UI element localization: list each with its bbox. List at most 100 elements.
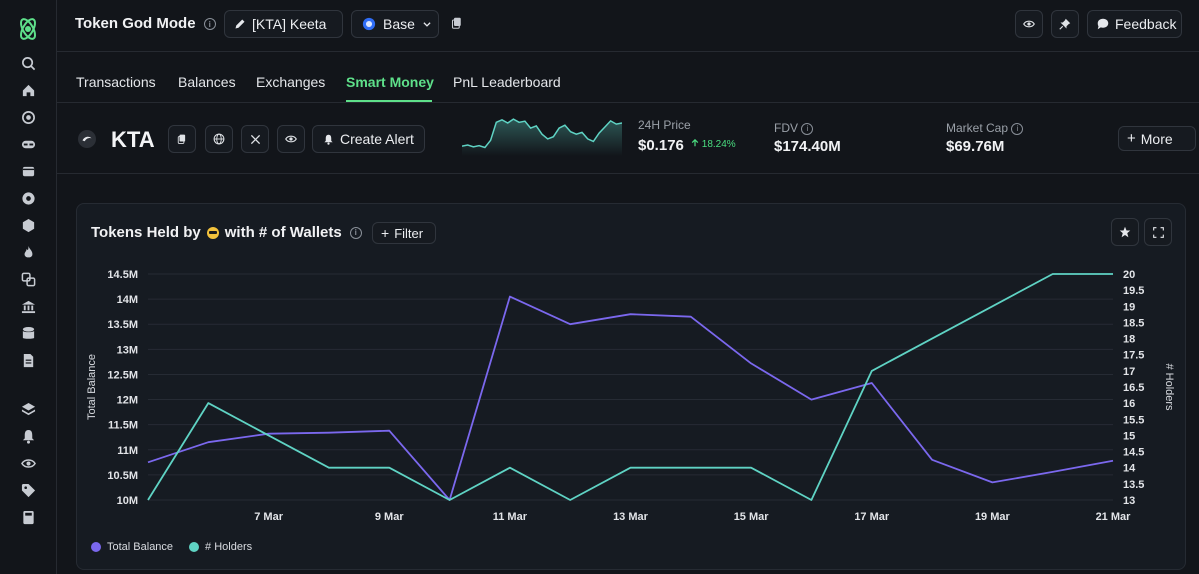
watchlist-button[interactable] [1015, 10, 1043, 38]
search-icon[interactable] [19, 54, 37, 72]
sparkline-line [462, 118, 622, 149]
x-social-button[interactable] [241, 125, 269, 153]
token-logo [78, 130, 96, 148]
chevron-down-icon [423, 22, 431, 27]
token-bar: KTA Create Alert 24H Price $0.176 18.24%… [57, 102, 1199, 174]
arrow-up-icon [691, 138, 699, 147]
globe-icon [213, 133, 225, 145]
bell-icon[interactable] [19, 427, 37, 445]
y-right-tick: 19.5 [1123, 285, 1144, 297]
app-logo[interactable] [14, 15, 42, 43]
price-change-value: 18.24% [701, 139, 736, 150]
y-left-tick: 11M [117, 445, 138, 457]
page-title-text: Token God Mode [75, 15, 196, 32]
tab-smart-money[interactable]: Smart Money [346, 74, 434, 90]
x-tick: 7 Mar [254, 511, 283, 523]
legend-total-balance[interactable]: Total Balance [91, 541, 173, 553]
x-tick: 17 Mar [854, 511, 890, 523]
eye-icon [285, 135, 297, 143]
tab-transactions[interactable]: Transactions [76, 74, 156, 90]
feedback-button[interactable]: Feedback [1087, 10, 1182, 38]
mcap-label: Market Cap i [946, 121, 1024, 135]
info-icon[interactable]: i [349, 226, 362, 239]
fdv-value: $174.40M [774, 138, 841, 155]
filter-button[interactable]: + Filter [372, 222, 436, 244]
tab-bar: Transactions Balances Exchanges Smart Mo… [57, 52, 1199, 102]
y-right-tick: 14.5 [1123, 447, 1144, 459]
copy-icon [177, 134, 186, 144]
price-change: 18.24% [691, 138, 736, 150]
tab-pnl-leaderboard[interactable]: PnL Leaderboard [453, 74, 561, 90]
series-line-holders [147, 273, 1113, 501]
target-icon[interactable] [19, 108, 37, 126]
smart-money-icon[interactable] [19, 135, 37, 153]
smart-money-icon [206, 226, 219, 239]
x-tick: 19 Mar [975, 511, 1011, 523]
copy-address-button[interactable] [168, 125, 196, 153]
info-icon[interactable]: i [203, 18, 216, 31]
y-right-tick: 19 [1123, 301, 1135, 313]
website-button[interactable] [205, 125, 233, 153]
chart-title-suffix: with # of Wallets [224, 224, 342, 241]
more-button[interactable]: + More [1118, 126, 1196, 151]
home-icon[interactable] [19, 81, 37, 99]
watch-token-button[interactable] [277, 125, 305, 153]
layers-icon[interactable] [19, 400, 37, 418]
chain-selector-label: Base [383, 16, 415, 32]
chart-title: Tokens Held by with # of Wallets i [91, 224, 362, 241]
x-tick: 11 Mar [493, 511, 528, 523]
chart-card: Tokens Held by with # of Wallets i + Fil… [76, 203, 1186, 570]
pin-button[interactable] [1051, 10, 1079, 38]
plus-icon: + [1127, 130, 1136, 147]
y-right-tick: 17 [1123, 366, 1135, 378]
wallet-icon[interactable] [19, 162, 37, 180]
y-right-label: # Holders [1163, 363, 1175, 411]
hexagon-icon[interactable] [19, 216, 37, 234]
line-chart: 10M 10.5M 11M 11.5M 12M 12.5M 13M 13.5M 14M 14.5M… [86, 269, 1175, 523]
watch-icon[interactable] [19, 454, 37, 472]
create-alert-button[interactable]: Create Alert [312, 125, 425, 153]
legend-holders[interactable]: # Holders [189, 541, 252, 553]
token-selector-label: [KTA] Keeta [252, 16, 327, 32]
filter-label: Filter [394, 225, 424, 241]
chart-title-prefix: Tokens Held by [91, 224, 201, 241]
tag-icon[interactable] [19, 481, 37, 499]
x-tick: 15 Mar [734, 511, 770, 523]
info-icon[interactable]: i [1011, 122, 1024, 135]
token-selector[interactable]: [KTA] Keeta [224, 10, 343, 38]
eye-icon [1023, 20, 1035, 28]
bell-icon [324, 134, 333, 145]
tab-exchanges[interactable]: Exchanges [256, 74, 326, 90]
x-tick: 13 Mar [613, 511, 649, 523]
feedback-label: Feedback [1115, 16, 1177, 32]
legend-label: Total Balance [107, 541, 174, 553]
flame-icon[interactable] [19, 243, 37, 261]
favorite-button[interactable] [1111, 218, 1139, 246]
more-label: More [1140, 130, 1173, 147]
legend-dot [189, 542, 200, 552]
copy-icon[interactable] [451, 16, 465, 32]
chain-selector[interactable]: Base [351, 10, 439, 38]
y-left-tick: 13M [117, 344, 138, 356]
legend-dot [91, 542, 101, 552]
tab-balances[interactable]: Balances [178, 74, 236, 90]
legend-label: # Holders [205, 541, 253, 553]
compare-icon[interactable] [19, 270, 37, 288]
document-icon[interactable] [19, 351, 37, 369]
fullscreen-button[interactable] [1144, 218, 1172, 246]
token-symbol: KTA [111, 127, 155, 152]
y-right-tick: 18.5 [1123, 317, 1144, 329]
y-right-tick: 13 [1123, 495, 1135, 507]
price-value: $0.176 [638, 137, 684, 154]
y-right-tick: 16.5 [1123, 382, 1144, 394]
bank-icon[interactable] [19, 297, 37, 315]
create-alert-label: Create Alert [340, 131, 414, 147]
calculator-icon[interactable] [19, 508, 37, 526]
database-icon[interactable] [19, 324, 37, 342]
coin-icon[interactable] [19, 189, 37, 207]
info-icon[interactable]: i [801, 122, 814, 135]
y-left-tick: 12.5M [107, 369, 138, 381]
mcap-value: $69.76M [946, 138, 1005, 155]
y-right-tick: 17.5 [1123, 350, 1144, 362]
x-tick: 21 Mar [1096, 511, 1132, 523]
